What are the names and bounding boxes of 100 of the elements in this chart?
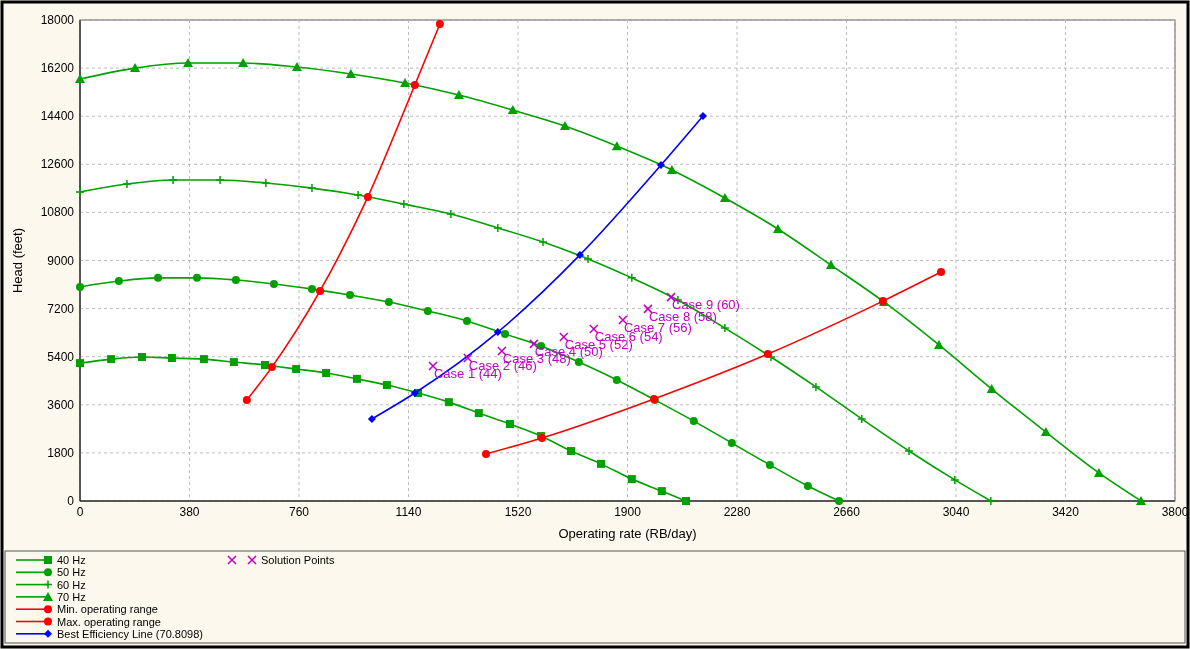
y-tick-label: 3600 xyxy=(47,397,75,412)
point xyxy=(1093,467,1104,477)
point xyxy=(505,420,514,429)
point xyxy=(399,199,409,209)
point xyxy=(596,459,605,468)
point xyxy=(934,339,944,349)
point xyxy=(720,323,730,333)
point xyxy=(346,290,354,299)
point xyxy=(835,497,844,505)
point xyxy=(1136,496,1146,505)
point xyxy=(643,304,653,314)
x-tick-label: 0 xyxy=(76,505,84,519)
point xyxy=(538,237,548,247)
point xyxy=(904,446,914,456)
point xyxy=(352,374,361,383)
point xyxy=(353,190,363,200)
point xyxy=(137,352,146,361)
x-tick-label: 3040 xyxy=(942,505,970,519)
legend-label: Max. operating range xyxy=(57,615,161,628)
legend-label: Min. operating range xyxy=(57,603,158,616)
point xyxy=(444,398,453,407)
point xyxy=(689,417,698,426)
point xyxy=(529,339,539,349)
point xyxy=(589,324,599,334)
point xyxy=(292,364,301,373)
point xyxy=(656,161,665,170)
point xyxy=(167,354,176,363)
point xyxy=(269,280,278,289)
point xyxy=(811,382,821,392)
point xyxy=(803,482,812,491)
x-tick-label: 2660 xyxy=(833,505,861,519)
legend-label: Solution Points xyxy=(261,554,335,566)
point xyxy=(986,384,997,394)
point xyxy=(618,315,628,325)
point xyxy=(122,179,132,189)
point xyxy=(400,78,411,88)
point xyxy=(307,183,317,193)
legend-label: Best Efficiency Line (70.8098) xyxy=(57,627,203,640)
x-tick-label: 380 xyxy=(179,505,200,519)
point xyxy=(130,63,141,73)
point xyxy=(345,68,356,78)
point xyxy=(699,111,707,120)
point xyxy=(950,475,960,485)
y-tick-label: 7200 xyxy=(47,301,75,316)
point xyxy=(76,282,84,291)
point xyxy=(76,359,84,368)
point xyxy=(114,277,123,286)
point xyxy=(382,381,391,390)
point xyxy=(410,80,419,89)
point xyxy=(574,358,583,367)
point xyxy=(1040,427,1051,437)
point xyxy=(666,292,676,302)
point xyxy=(316,286,325,295)
point xyxy=(199,355,208,364)
point xyxy=(666,164,677,174)
point xyxy=(507,105,518,115)
x-tick-label: 2280 xyxy=(723,505,751,519)
point xyxy=(238,58,249,68)
point xyxy=(410,389,419,398)
x-tick-label: 1140 xyxy=(395,505,422,519)
point xyxy=(242,395,251,404)
point xyxy=(384,297,393,306)
x-tick-label: 1900 xyxy=(614,505,642,519)
point xyxy=(501,329,510,338)
y-tick-label: 1800 xyxy=(47,445,75,460)
point xyxy=(482,449,491,458)
x-tick-label: 3420 xyxy=(1052,505,1080,519)
point xyxy=(261,360,269,369)
point xyxy=(463,353,473,363)
point xyxy=(428,361,438,371)
y-tick-label: 9000 xyxy=(47,253,75,268)
point xyxy=(727,439,736,448)
point xyxy=(559,121,570,131)
y-tick-label: 18000 xyxy=(40,13,75,27)
point xyxy=(261,178,271,188)
point xyxy=(627,273,637,283)
point xyxy=(231,276,240,285)
point xyxy=(423,307,432,316)
y-tick-label: 5400 xyxy=(47,349,75,364)
point xyxy=(168,175,178,185)
x-tick-label: 760 xyxy=(288,505,310,519)
point xyxy=(493,223,503,233)
point xyxy=(75,187,85,197)
y-tick-label: 12600 xyxy=(40,157,75,172)
point xyxy=(463,316,471,325)
point xyxy=(627,475,636,484)
point xyxy=(192,273,201,282)
point xyxy=(229,358,238,367)
point xyxy=(937,267,946,276)
point xyxy=(154,273,163,282)
point xyxy=(446,209,456,219)
point xyxy=(772,223,783,233)
y-tick-label: 14400 xyxy=(40,109,75,124)
legend-label: 70 Hz xyxy=(57,590,86,603)
point xyxy=(497,346,507,356)
point xyxy=(857,414,867,424)
point xyxy=(986,496,996,506)
point xyxy=(493,328,502,337)
point xyxy=(611,141,622,151)
point xyxy=(322,369,331,377)
